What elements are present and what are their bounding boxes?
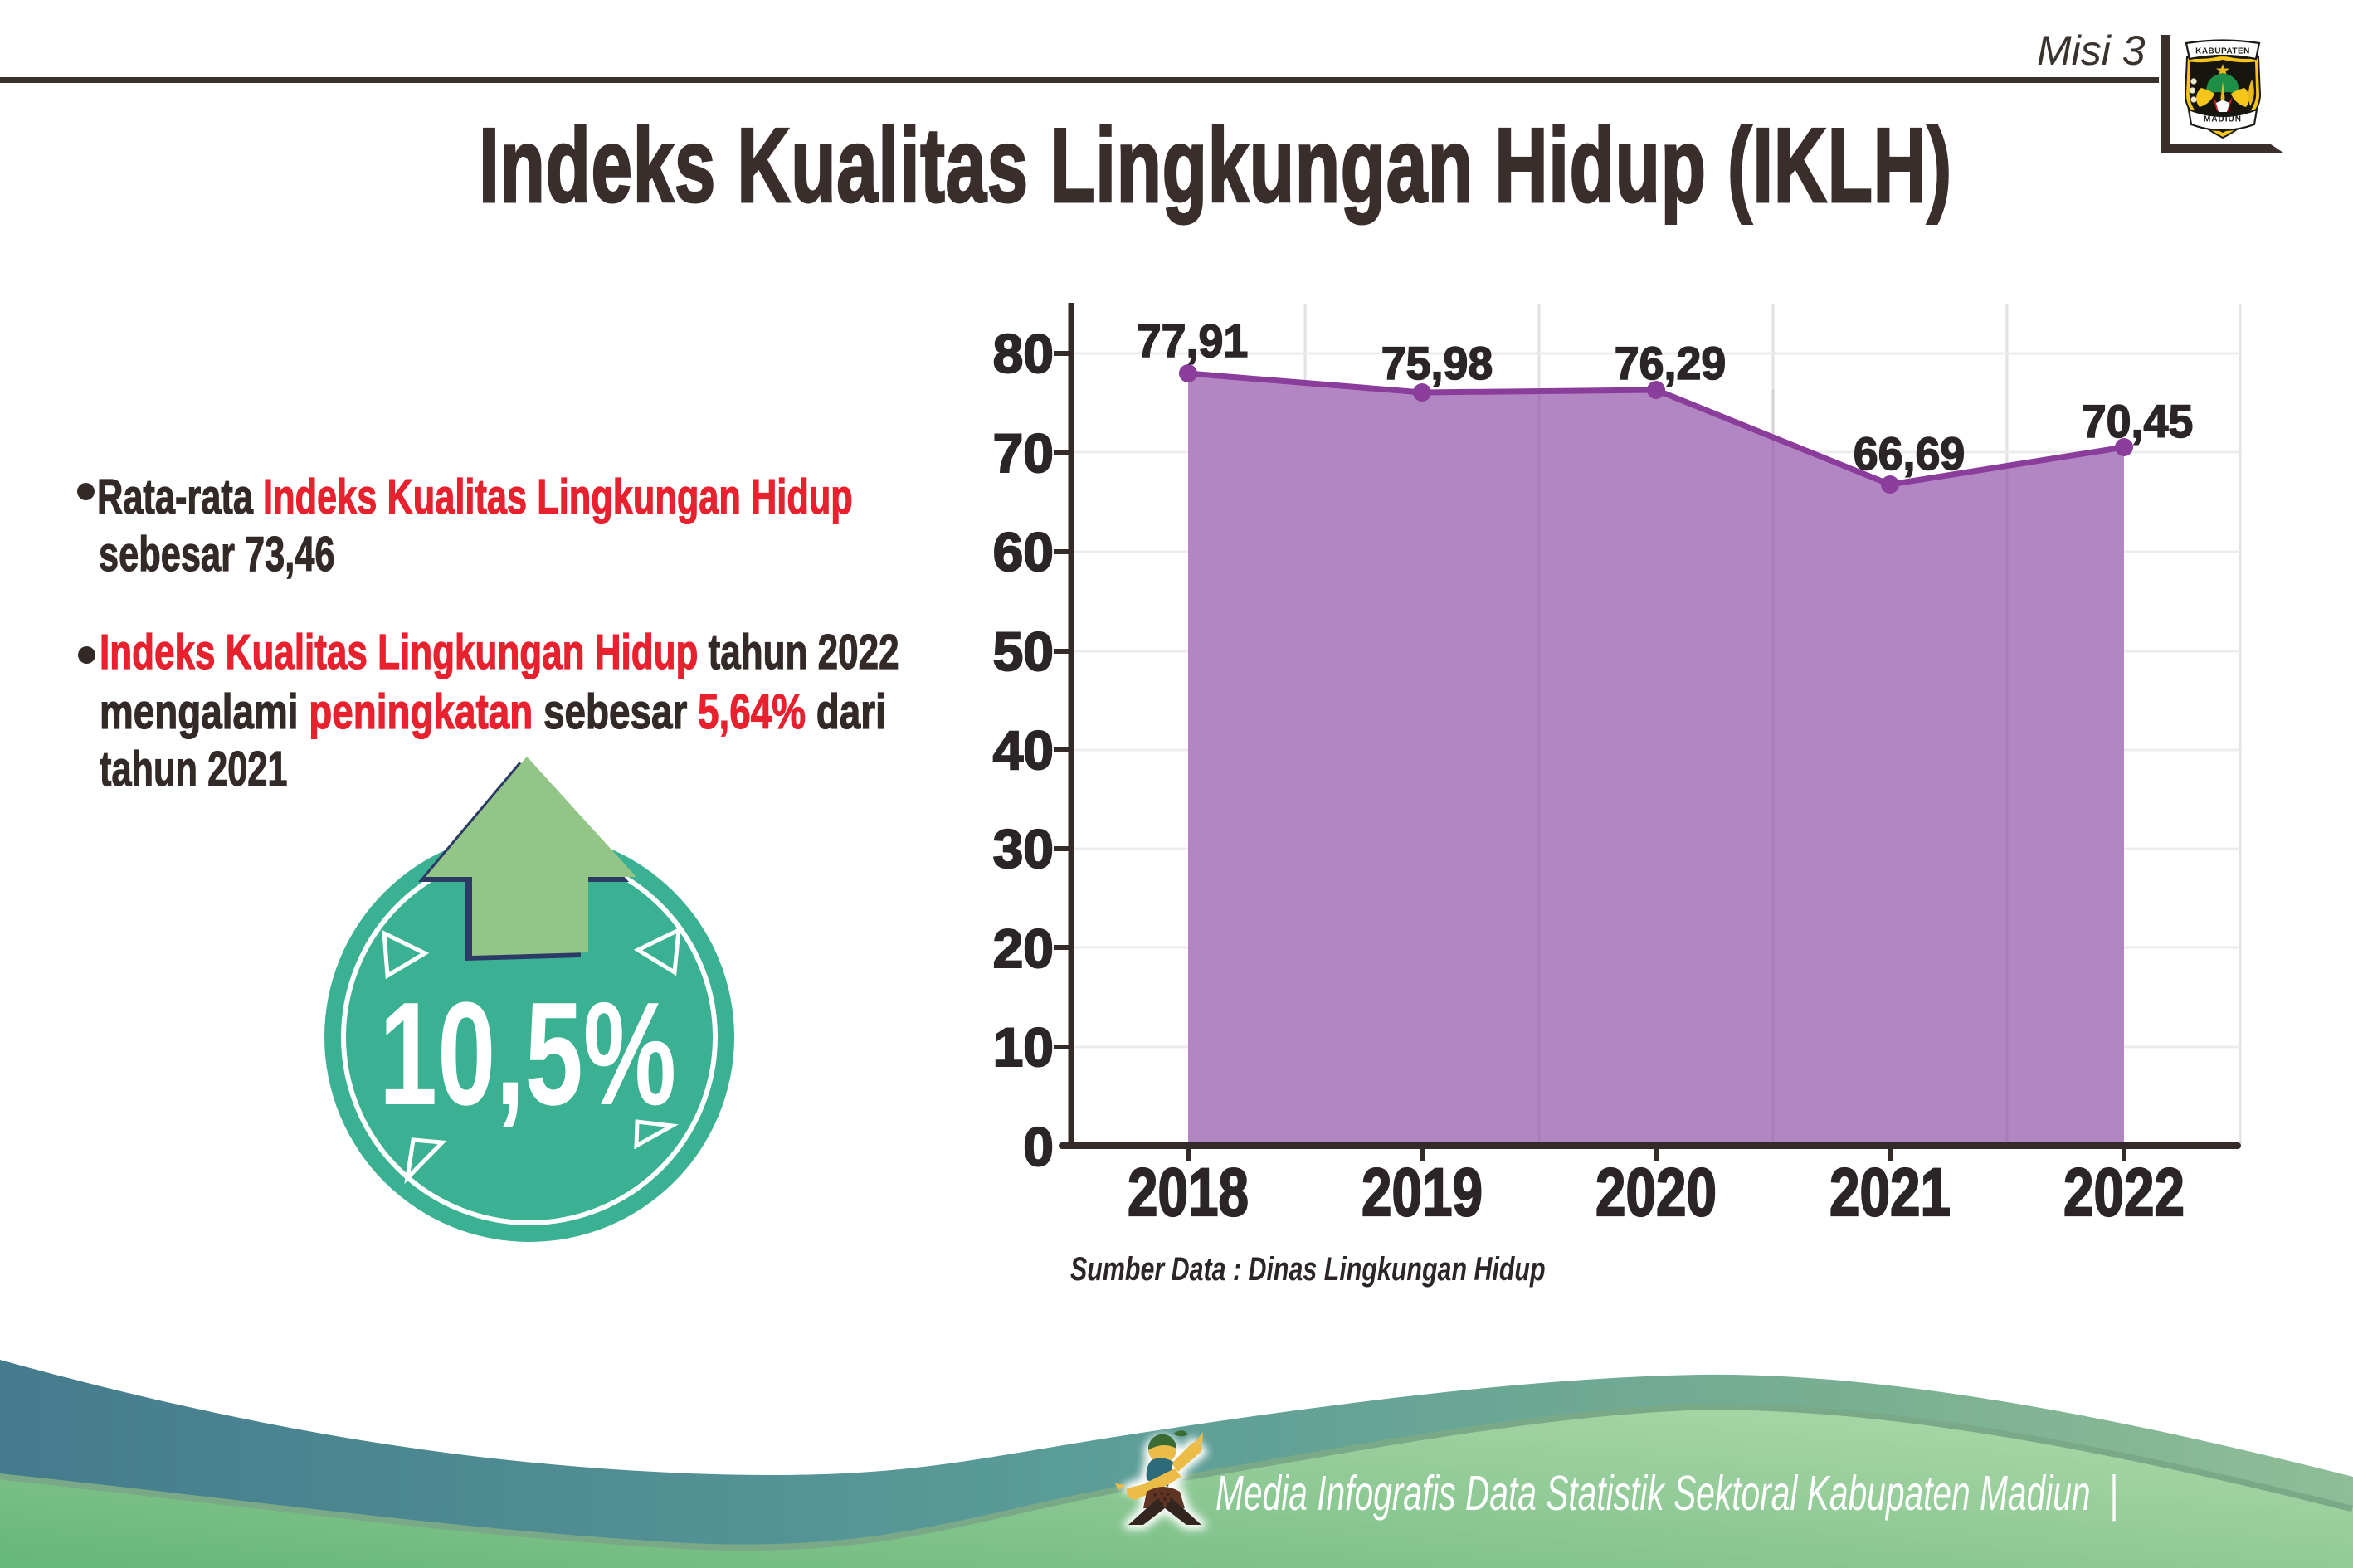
svg-text:MADIUN: MADIUN: [2204, 115, 2242, 124]
svg-text:KABUPATEN: KABUPATEN: [2195, 47, 2250, 56]
